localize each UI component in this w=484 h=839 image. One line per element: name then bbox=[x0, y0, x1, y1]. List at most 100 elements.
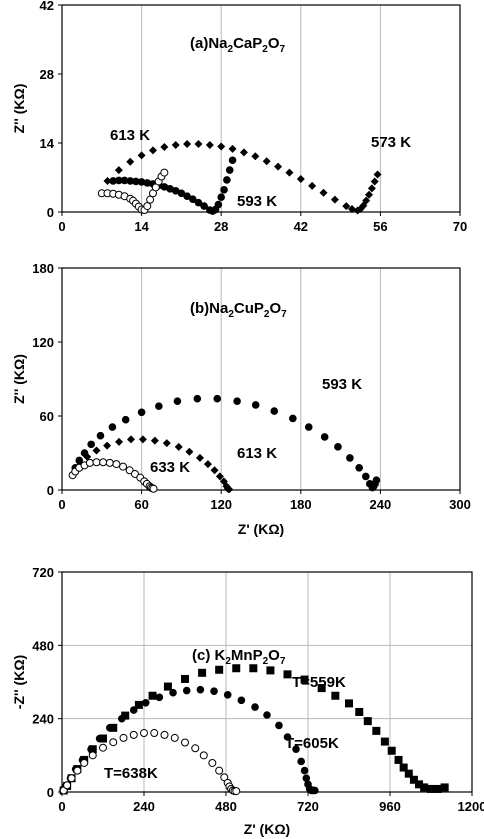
data-point bbox=[362, 196, 371, 205]
data-point bbox=[213, 394, 222, 403]
data-point bbox=[106, 724, 114, 732]
data-point bbox=[233, 397, 241, 406]
x-tick-label: 0 bbox=[58, 497, 65, 512]
temperature-label: 613 K bbox=[110, 127, 150, 144]
data-point bbox=[196, 685, 205, 694]
data-point bbox=[251, 152, 260, 161]
data-point bbox=[320, 433, 329, 441]
data-point bbox=[270, 407, 279, 415]
x-tick-label: 60 bbox=[134, 497, 148, 512]
data-point bbox=[362, 472, 370, 481]
data-point bbox=[148, 691, 157, 700]
temperature-label: 633 K bbox=[150, 459, 190, 476]
data-point bbox=[92, 458, 101, 467]
data-point bbox=[237, 696, 246, 705]
data-point bbox=[370, 177, 379, 186]
data-point bbox=[171, 140, 180, 149]
data-point bbox=[194, 198, 203, 207]
x-tick-label: 14 bbox=[134, 219, 149, 234]
data-point bbox=[125, 466, 134, 475]
x-tick-label: 42 bbox=[294, 219, 308, 234]
data-point bbox=[232, 787, 241, 796]
temperature-label: 593 K bbox=[237, 193, 277, 210]
data-point bbox=[188, 195, 197, 203]
data-point bbox=[409, 775, 418, 784]
data-point bbox=[355, 464, 363, 472]
data-point bbox=[300, 766, 309, 775]
chart-title: (b)Na2CuP2O7 bbox=[190, 300, 287, 320]
x-tick-label: 180 bbox=[290, 497, 312, 512]
data-point bbox=[427, 784, 435, 793]
data-point bbox=[210, 687, 218, 695]
data-point bbox=[232, 664, 241, 673]
temperature-label: 613 K bbox=[237, 445, 277, 462]
data-point bbox=[109, 177, 117, 185]
data-point bbox=[415, 780, 424, 789]
data-point bbox=[108, 423, 117, 431]
data-point bbox=[87, 745, 95, 754]
data-point bbox=[311, 786, 319, 795]
data-point bbox=[363, 717, 372, 726]
data-point bbox=[163, 682, 172, 691]
data-point bbox=[134, 700, 143, 709]
data-point bbox=[346, 454, 354, 462]
temperature-label: T=605K bbox=[285, 735, 339, 752]
data-point bbox=[160, 168, 169, 177]
data-point bbox=[126, 157, 135, 166]
data-point bbox=[160, 730, 169, 739]
plot-frame bbox=[61, 267, 461, 491]
temperature-label: T=638K bbox=[104, 765, 158, 782]
data-point bbox=[210, 466, 219, 475]
data-point bbox=[387, 746, 396, 755]
data-point bbox=[275, 721, 283, 730]
data-point bbox=[99, 743, 107, 752]
data-point bbox=[433, 784, 442, 793]
series-593-k bbox=[109, 156, 237, 215]
x-tick-label: 240 bbox=[133, 799, 155, 814]
data-point bbox=[225, 485, 234, 494]
data-point bbox=[87, 440, 95, 449]
data-point bbox=[373, 170, 382, 179]
data-point bbox=[372, 476, 381, 484]
x-tick-label: 120 bbox=[210, 497, 232, 512]
series-t-638k bbox=[59, 729, 241, 796]
x-tick-label: 1200 bbox=[458, 799, 484, 814]
plot-frame bbox=[61, 571, 473, 793]
data-point bbox=[342, 202, 351, 211]
data-point bbox=[148, 146, 157, 155]
data-point bbox=[215, 665, 224, 674]
y-axis-label: -Z'' (KΩ) bbox=[11, 655, 27, 709]
data-point bbox=[150, 436, 159, 445]
data-point bbox=[304, 423, 313, 431]
data-point bbox=[117, 714, 126, 723]
data-point bbox=[217, 193, 225, 202]
data-point bbox=[169, 688, 177, 697]
data-point bbox=[198, 668, 207, 677]
data-point bbox=[380, 737, 389, 746]
series-593-k bbox=[71, 394, 381, 492]
data-point bbox=[297, 757, 305, 766]
data-point bbox=[319, 188, 328, 197]
y-tick-label: 180 bbox=[32, 261, 54, 276]
data-point bbox=[292, 745, 300, 754]
data-point bbox=[215, 766, 224, 775]
data-point bbox=[115, 437, 124, 446]
data-point bbox=[225, 166, 234, 174]
x-tick-label: 480 bbox=[215, 799, 237, 814]
data-point bbox=[96, 431, 105, 440]
data-point bbox=[103, 176, 112, 185]
data-point bbox=[283, 733, 292, 741]
data-point bbox=[394, 755, 403, 764]
data-point bbox=[95, 734, 104, 743]
data-point bbox=[251, 703, 259, 711]
temperature-label: 593 K bbox=[322, 376, 362, 393]
data-point bbox=[217, 142, 226, 151]
data-point bbox=[239, 148, 248, 157]
data-point bbox=[109, 738, 118, 747]
data-point bbox=[228, 156, 237, 165]
y-tick-label: 240 bbox=[32, 712, 54, 727]
data-point bbox=[160, 142, 169, 151]
data-point bbox=[185, 447, 194, 456]
x-tick-label: 0 bbox=[58, 799, 65, 814]
data-point bbox=[302, 774, 311, 783]
